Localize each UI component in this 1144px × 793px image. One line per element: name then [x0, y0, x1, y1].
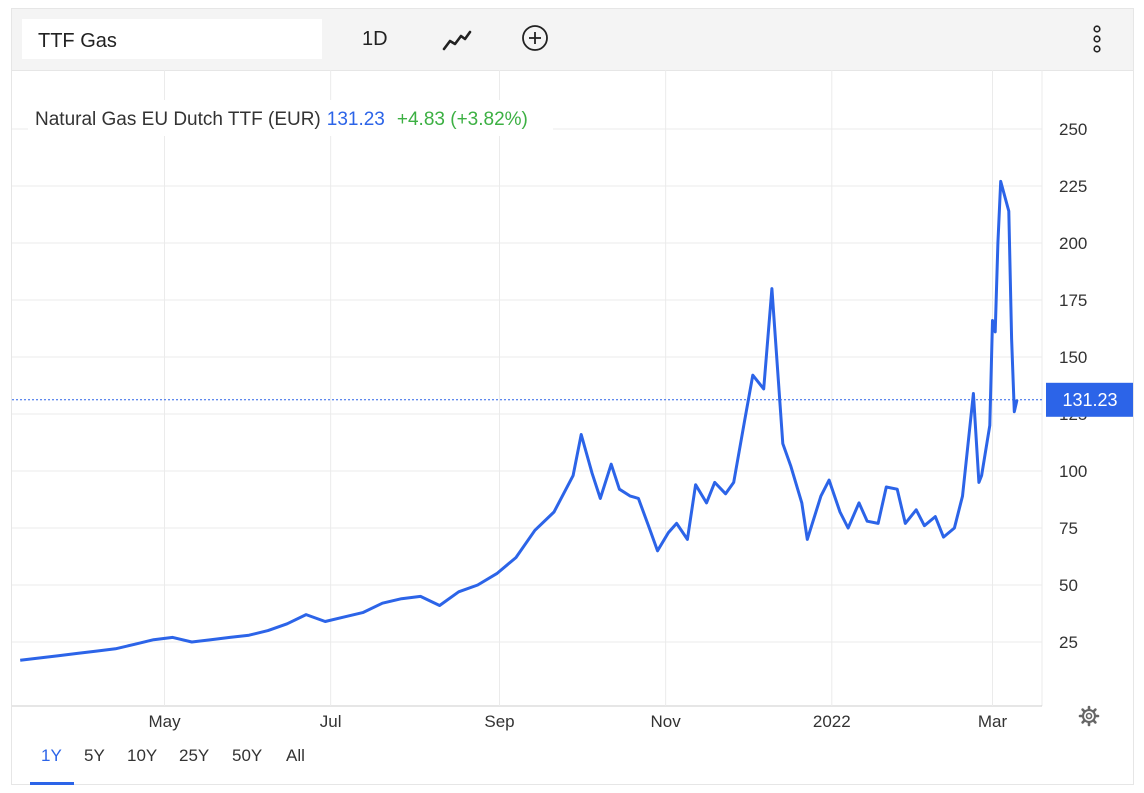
x-tick-label: 2022 [813, 712, 851, 731]
y-tick-label: 25 [1059, 633, 1078, 652]
range-10y[interactable]: 10Y [127, 746, 158, 765]
y-tick-label: 50 [1059, 576, 1078, 595]
price-tag-text: 131.23 [1062, 390, 1117, 410]
chart-toolbar: TTF Gas 1D [12, 9, 1133, 71]
symbol-input[interactable]: TTF Gas [22, 19, 322, 59]
x-tick-label: Mar [978, 712, 1008, 731]
range-5y[interactable]: 5Y [84, 746, 105, 765]
legend-last-value: 131.23 [327, 109, 385, 130]
legend-change: +4.83 (+3.82%) [397, 109, 528, 130]
plus-circle-icon[interactable] [521, 24, 549, 52]
line-chart-icon[interactable] [442, 27, 472, 51]
chart-widget: TTF Gas 1D May Jul Sep Nov 2022 Mar 25 50 75 100… [11, 8, 1134, 785]
y-tick-label: 225 [1059, 177, 1087, 196]
range-25y[interactable]: 25Y [179, 746, 210, 765]
x-tick-label: May [148, 712, 181, 731]
series-line [20, 179, 1019, 662]
range-all[interactable]: All [286, 746, 305, 765]
range-active-indicator [30, 782, 74, 785]
y-tick-label: 150 [1059, 348, 1087, 367]
interval-button[interactable]: 1D [362, 28, 388, 50]
chart-grid [12, 70, 1043, 707]
chart-legend: Natural Gas EU Dutch TTF (EUR) 131.23 +4… [28, 100, 553, 136]
x-axis-labels: May Jul Sep Nov 2022 Mar [148, 712, 1007, 731]
y-tick-label: 200 [1059, 234, 1087, 253]
range-selector: 1Y 5Y 10Y 25Y 50Y All [12, 731, 412, 785]
range-1y[interactable]: 1Y [41, 746, 62, 765]
y-tick-label: 100 [1059, 462, 1087, 481]
kebab-menu-icon[interactable] [1090, 23, 1104, 55]
gear-icon[interactable] [1078, 705, 1100, 727]
legend-series-name: Natural Gas EU Dutch TTF (EUR) [35, 109, 321, 130]
y-tick-label: 75 [1059, 519, 1078, 538]
y-tick-label: 175 [1059, 291, 1087, 310]
x-tick-label: Nov [651, 712, 682, 731]
range-50y[interactable]: 50Y [232, 746, 263, 765]
x-tick-label: Jul [320, 712, 342, 731]
x-tick-label: Sep [484, 712, 514, 731]
y-tick-label: 250 [1059, 120, 1087, 139]
price-tag: 131.23 [1046, 382, 1133, 417]
